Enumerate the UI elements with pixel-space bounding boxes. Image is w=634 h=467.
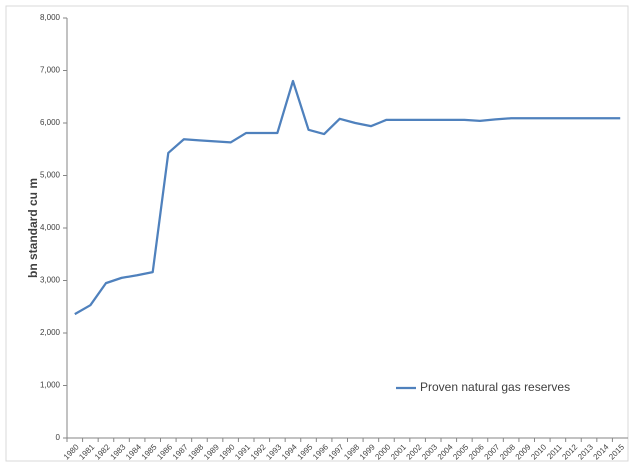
data-line (74, 79, 621, 316)
y-tick-label: 2,000 (40, 328, 61, 337)
y-tick-label: 8,000 (40, 13, 61, 22)
y-tick-label: 0 (56, 433, 61, 442)
y-tick-label: 7,000 (40, 66, 61, 75)
y-tick-label: 4,000 (40, 223, 61, 232)
y-tick-label: 6,000 (40, 118, 61, 127)
chart-border (5, 5, 629, 462)
y-tick-label: 3,000 (40, 276, 61, 285)
legend-label: Proven natural gas reserves (420, 380, 570, 394)
y-tick-label: 1,000 (40, 381, 61, 390)
y-axis-label: bn standard cu m (26, 178, 40, 278)
y-tick-label: 5,000 (40, 171, 61, 180)
